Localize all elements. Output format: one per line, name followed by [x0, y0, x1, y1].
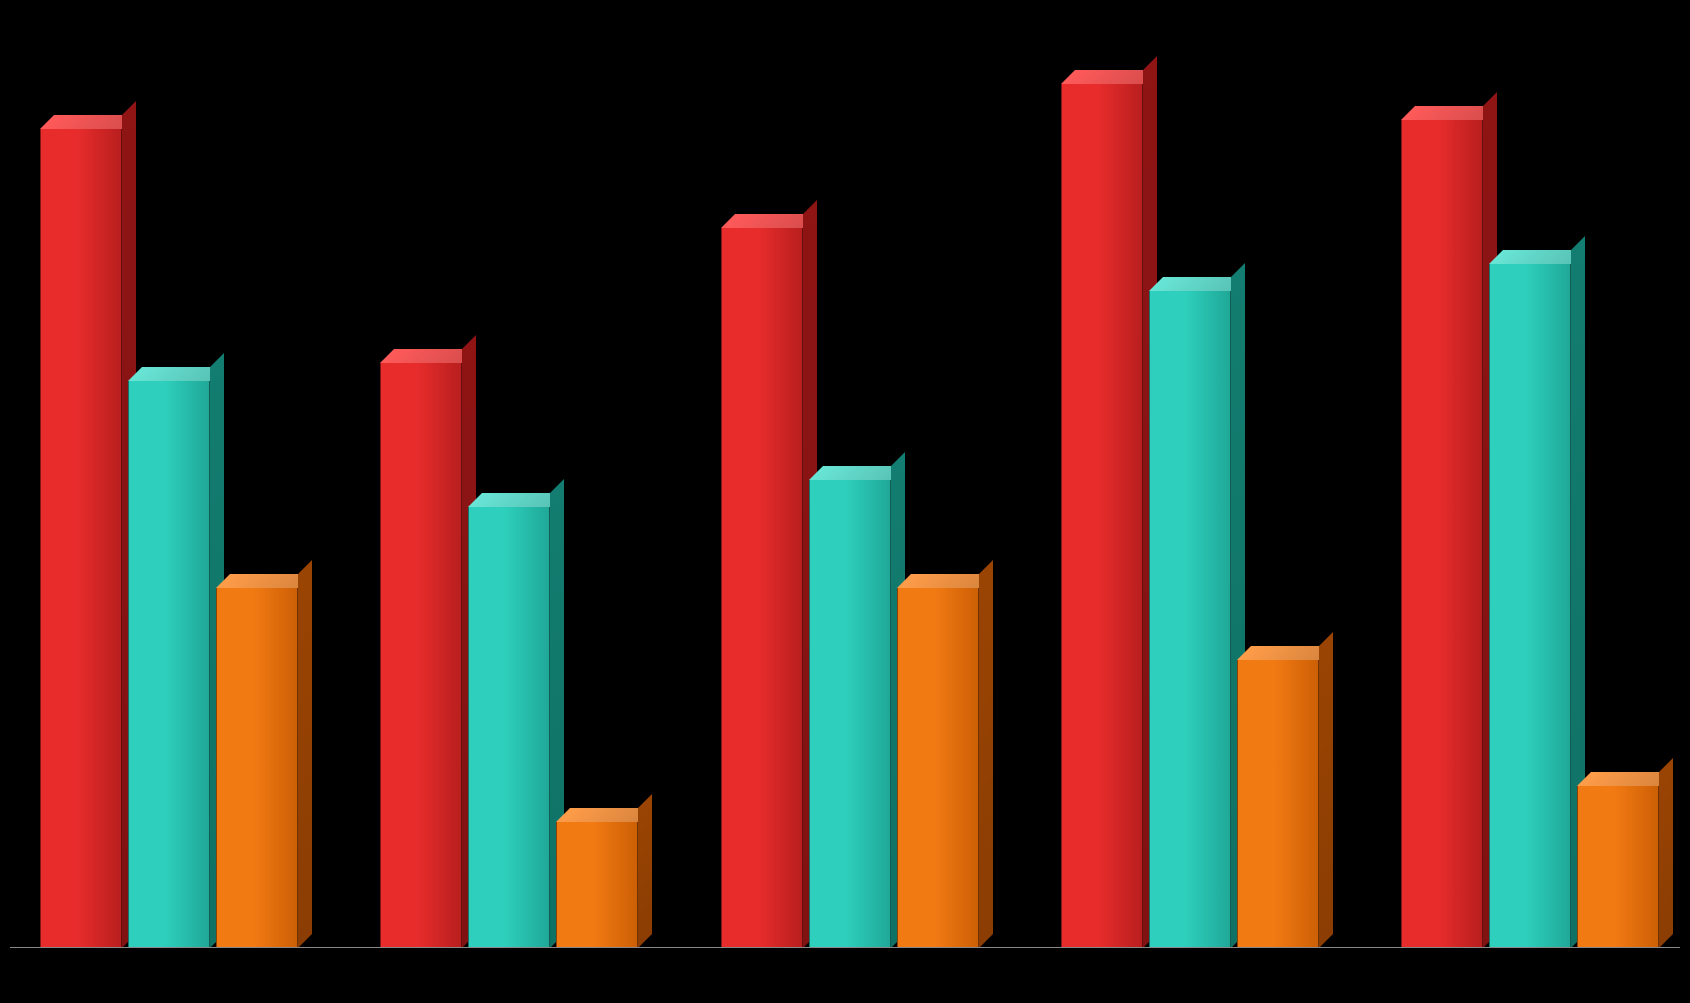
bar-front-face	[1577, 786, 1659, 948]
bar-red	[1061, 84, 1143, 948]
bar-body	[216, 588, 298, 948]
bar-teal	[128, 381, 210, 948]
chart-groups	[40, 48, 1665, 948]
chart-group	[40, 48, 304, 948]
bar-body	[897, 588, 979, 948]
bar-orange	[897, 588, 979, 948]
bar-front-face	[897, 588, 979, 948]
bar-orange	[556, 822, 638, 948]
bar-red	[380, 363, 462, 948]
bar-front-face	[216, 588, 298, 948]
bar-body	[1149, 291, 1231, 948]
bar-chart	[0, 48, 1690, 948]
bar-front-face	[1489, 264, 1571, 948]
bar-red	[1401, 120, 1483, 948]
bar-front-face	[809, 480, 891, 948]
bar-body	[40, 129, 122, 948]
bar-front-face	[1149, 291, 1231, 948]
bar-body	[1489, 264, 1571, 948]
bar-body	[1061, 84, 1143, 948]
bar-red	[40, 129, 122, 948]
bar-front-face	[556, 822, 638, 948]
bar-orange	[216, 588, 298, 948]
bar-front-face	[1401, 120, 1483, 948]
bar-body	[468, 507, 550, 948]
bar-body	[1401, 120, 1483, 948]
bar-body	[380, 363, 462, 948]
bar-front-face	[128, 381, 210, 948]
bar-body	[556, 822, 638, 948]
bar-front-face	[380, 363, 462, 948]
chart-group	[1061, 48, 1325, 948]
bar-body	[1237, 660, 1319, 948]
bar-front-face	[1237, 660, 1319, 948]
bar-teal	[1489, 264, 1571, 948]
bar-front-face	[40, 129, 122, 948]
chart-group	[721, 48, 985, 948]
bar-body	[128, 381, 210, 948]
bar-body	[1577, 786, 1659, 948]
bar-red	[721, 228, 803, 948]
bar-orange	[1237, 660, 1319, 948]
bar-front-face	[468, 507, 550, 948]
bar-teal	[468, 507, 550, 948]
bar-teal	[809, 480, 891, 948]
bar-orange	[1577, 786, 1659, 948]
bar-front-face	[721, 228, 803, 948]
chart-group	[380, 48, 644, 948]
chart-baseline	[10, 947, 1680, 948]
bar-front-face	[1061, 84, 1143, 948]
bar-body	[721, 228, 803, 948]
bar-body	[809, 480, 891, 948]
bar-teal	[1149, 291, 1231, 948]
chart-group	[1401, 48, 1665, 948]
